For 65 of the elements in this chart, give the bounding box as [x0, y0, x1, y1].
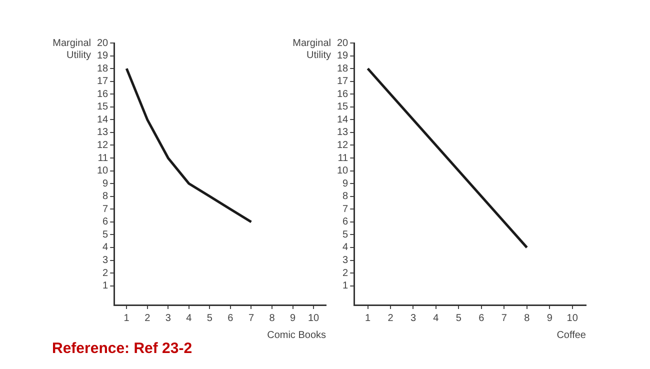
x-tick-label: 8 [524, 312, 530, 324]
y-tick-label: 4 [342, 242, 349, 254]
y-tick-label: 19 [97, 50, 109, 62]
x-tick-label: 3 [410, 312, 416, 324]
y-tick-label: 17 [97, 76, 109, 88]
y-tick-label: 10 [97, 166, 109, 177]
y-axis-title: Marginal Utility [52, 38, 91, 61]
y-tick-label: 3 [342, 255, 349, 266]
y-tick-label: 15 [337, 102, 349, 113]
x-tick-label: 6 [478, 312, 485, 324]
x-tick-label: 7 [248, 312, 254, 324]
y-tick-label: 17 [337, 76, 349, 88]
y-axis-title: Marginal Utility [292, 38, 331, 61]
y-tick-label: 18 [97, 63, 109, 74]
y-tick-label: 14 [337, 114, 349, 126]
y-tick-label: 11 [338, 152, 349, 164]
y-tick-label: 20 [97, 38, 109, 49]
y-tick-label: 2 [342, 268, 349, 279]
y-tick-label: 5 [342, 229, 349, 240]
x-tick-label: 2 [144, 312, 151, 324]
x-tick-label: 10 [308, 312, 320, 324]
x-tick-label: 9 [290, 312, 296, 324]
x-tick-label: 5 [206, 312, 213, 324]
x-tick-label: 1 [364, 312, 371, 324]
x-tick-label: 4 [186, 312, 192, 324]
y-tick-label: 6 [342, 216, 349, 228]
y-tick-label: 12 [337, 140, 349, 151]
y-tick-label: 7 [102, 204, 109, 215]
y-tick-label: 9 [342, 178, 349, 190]
x-tick-label: 10 [566, 312, 578, 324]
y-tick-label: 10 [337, 166, 349, 177]
y-tick-label: 8 [102, 191, 109, 202]
y-tick-label: 13 [97, 127, 109, 138]
y-tick-label: 4 [102, 242, 109, 254]
x-tick-label: 5 [456, 312, 462, 324]
y-tick-label: 14 [97, 114, 109, 126]
y-tick-label: 18 [337, 63, 349, 74]
y-tick-label: 8 [342, 191, 349, 202]
y-tick-label: 1 [342, 280, 349, 292]
y-tick-label: 5 [102, 229, 109, 240]
x-axis-title: Comic Books [267, 330, 326, 341]
y-tick-label: 19 [337, 50, 349, 62]
x-tick-label: 7 [501, 312, 508, 324]
x-tick-label: 1 [124, 312, 130, 324]
y-tick-label: 2 [102, 268, 109, 279]
x-tick-label: 6 [228, 312, 234, 324]
x-tick-label: 9 [546, 312, 553, 324]
y-tick-label: 20 [337, 38, 349, 49]
y-tick-label: 11 [98, 152, 109, 164]
y-tick-label: 15 [97, 102, 109, 113]
y-tick-label: 16 [97, 88, 109, 100]
x-tick-label: 8 [269, 312, 276, 324]
x-tick-label: 4 [433, 312, 440, 324]
y-tick-label: 3 [102, 255, 109, 266]
x-axis-title: Coffee [556, 330, 586, 341]
x-tick-label: 3 [165, 312, 172, 324]
y-tick-label: 6 [102, 216, 109, 228]
y-tick-label: 7 [342, 204, 349, 215]
x-tick-label: 2 [388, 312, 394, 324]
y-tick-label: 9 [102, 178, 109, 190]
y-tick-label: 1 [102, 280, 109, 292]
y-tick-label: 16 [337, 88, 349, 100]
y-tick-label: 12 [97, 140, 109, 151]
y-tick-label: 13 [337, 127, 349, 138]
text: Reference: Ref 23-2 [52, 340, 192, 357]
